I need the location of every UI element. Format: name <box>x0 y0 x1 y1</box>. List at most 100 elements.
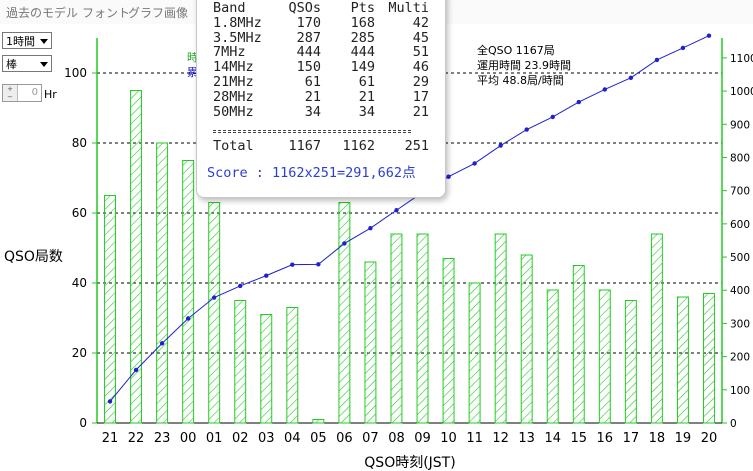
right-tick-label: 400 <box>730 285 750 297</box>
cumulative-point <box>706 33 712 38</box>
cumulative-point <box>342 241 347 246</box>
bar <box>260 314 273 424</box>
summary-average: 平均 48.8局/時間 <box>477 74 564 87</box>
left-tick-label: 20 <box>72 346 87 360</box>
bar <box>546 289 559 424</box>
graph-style-select-value: 棒 <box>6 58 17 71</box>
band-table-header: Band QSOs Pts Multi <box>213 1 429 16</box>
x-tick-label: 22 <box>128 431 145 446</box>
table-row: 50MHz 34 34 21 <box>213 103 429 120</box>
spinner-up-icon[interactable]: + <box>3 85 18 93</box>
chevron-down-icon <box>40 62 48 67</box>
x-tick-label: 12 <box>492 431 509 446</box>
qsos-cell: 287 <box>296 29 321 46</box>
x-tick-label: 14 <box>544 431 561 446</box>
hour-offset-spinner[interactable]: + − 0 <box>2 84 42 102</box>
band-cell: 7MHz <box>213 44 246 61</box>
band-cell: 3.5MHz <box>213 29 262 46</box>
table-row: 1.8MHz 170 168 42 <box>213 14 429 31</box>
x-tick-label: 01 <box>206 431 223 446</box>
bar <box>364 261 377 424</box>
cumulative-point <box>264 273 269 278</box>
interval-select-value: 1時間 <box>6 35 35 48</box>
header-band: Band <box>213 0 246 16</box>
band-table: Band QSOs Pts Multi 1.8MHz 170 168 42 3.5MH… <box>213 1 429 119</box>
cumulative-line <box>109 35 710 402</box>
cumulative-point <box>498 143 503 148</box>
table-divider <box>213 132 411 133</box>
menu-font[interactable]: フォント <box>82 6 131 20</box>
spinner-down-icon[interactable]: − <box>3 93 18 101</box>
summary-hours: 運用時間 23.9時間 <box>477 59 571 72</box>
right-tick-label: 0 <box>730 418 737 430</box>
table-divider <box>213 130 411 131</box>
bar <box>182 160 195 424</box>
band-summary-popup: Band QSOs Pts Multi 1.8MHz 170 168 42 3.5MH… <box>196 0 446 198</box>
pts-cell: 168 <box>350 14 375 31</box>
band-cell: 14MHz <box>213 59 254 76</box>
bar <box>390 233 403 424</box>
multi-cell: 42 <box>412 14 429 31</box>
x-tick-label: 09 <box>414 431 431 446</box>
pts-cell: 34 <box>358 103 375 120</box>
table-row: 21MHz 61 61 29 <box>213 75 429 90</box>
header-multi: Multi <box>388 0 429 16</box>
pts-cell: 285 <box>350 29 375 46</box>
bar <box>156 142 169 424</box>
x-tick-label: 17 <box>623 431 640 446</box>
cumulative-point <box>368 225 373 231</box>
hour-unit-label: Hr <box>44 88 57 101</box>
total-pts: 1162 <box>342 138 375 154</box>
qsos-cell: 61 <box>304 73 321 90</box>
bar <box>416 233 429 424</box>
legend-cumulative: 累 <box>187 66 198 79</box>
menu-past-models[interactable]: 過去のモデル <box>6 6 79 20</box>
cumulative-point <box>654 57 660 63</box>
pts-cell: 21 <box>358 88 375 105</box>
cumulative-point <box>238 283 243 289</box>
qsos-cell: 150 <box>296 59 321 76</box>
interval-select[interactable]: 1時間 <box>2 32 52 49</box>
table-row: 14MHz 150 149 46 <box>213 60 429 75</box>
cumulative-point <box>394 208 399 213</box>
menu-graph-image[interactable]: グラフ画像 <box>128 6 189 20</box>
multi-cell: 29 <box>412 73 429 90</box>
total-multi: 251 <box>404 138 429 154</box>
band-cell: 50MHz <box>213 103 254 120</box>
cumulative-point <box>290 262 295 267</box>
bar <box>520 254 533 424</box>
right-tick-label: 700 <box>730 186 750 198</box>
multi-cell: 21 <box>412 103 429 120</box>
cumulative-point <box>316 262 321 267</box>
table-row: 28MHz 21 21 17 <box>213 88 429 105</box>
bar <box>208 202 221 424</box>
qsos-cell: 444 <box>296 44 321 61</box>
right-tick-label: 1100 <box>730 53 753 65</box>
x-tick-label: 21 <box>102 431 119 446</box>
bar <box>650 233 663 424</box>
qsos-cell: 170 <box>296 14 321 31</box>
left-tick-label: 60 <box>72 206 87 220</box>
bar <box>130 90 143 424</box>
cumulative-point <box>211 295 217 300</box>
x-tick-label: 13 <box>518 431 535 446</box>
hour-offset-value: 0 <box>31 87 38 98</box>
cumulative-point <box>550 114 555 120</box>
chevron-down-icon <box>40 39 48 44</box>
qsos-cell: 34 <box>304 103 321 120</box>
multi-cell: 17 <box>412 88 429 105</box>
graph-style-select[interactable]: 棒 <box>2 55 52 72</box>
x-tick-label: 16 <box>597 431 614 446</box>
bar <box>598 289 611 424</box>
total-row: Total 1167 1162 251 <box>213 139 429 154</box>
x-axis-label: QSO時刻(JST) <box>364 455 455 471</box>
bar <box>703 293 715 424</box>
x-tick-label: 03 <box>258 431 275 446</box>
bar <box>572 265 585 424</box>
bar <box>624 300 637 424</box>
band-cell: 28MHz <box>213 88 254 105</box>
right-tick-label: 900 <box>730 119 750 131</box>
bar <box>676 296 689 424</box>
bar <box>338 202 351 424</box>
